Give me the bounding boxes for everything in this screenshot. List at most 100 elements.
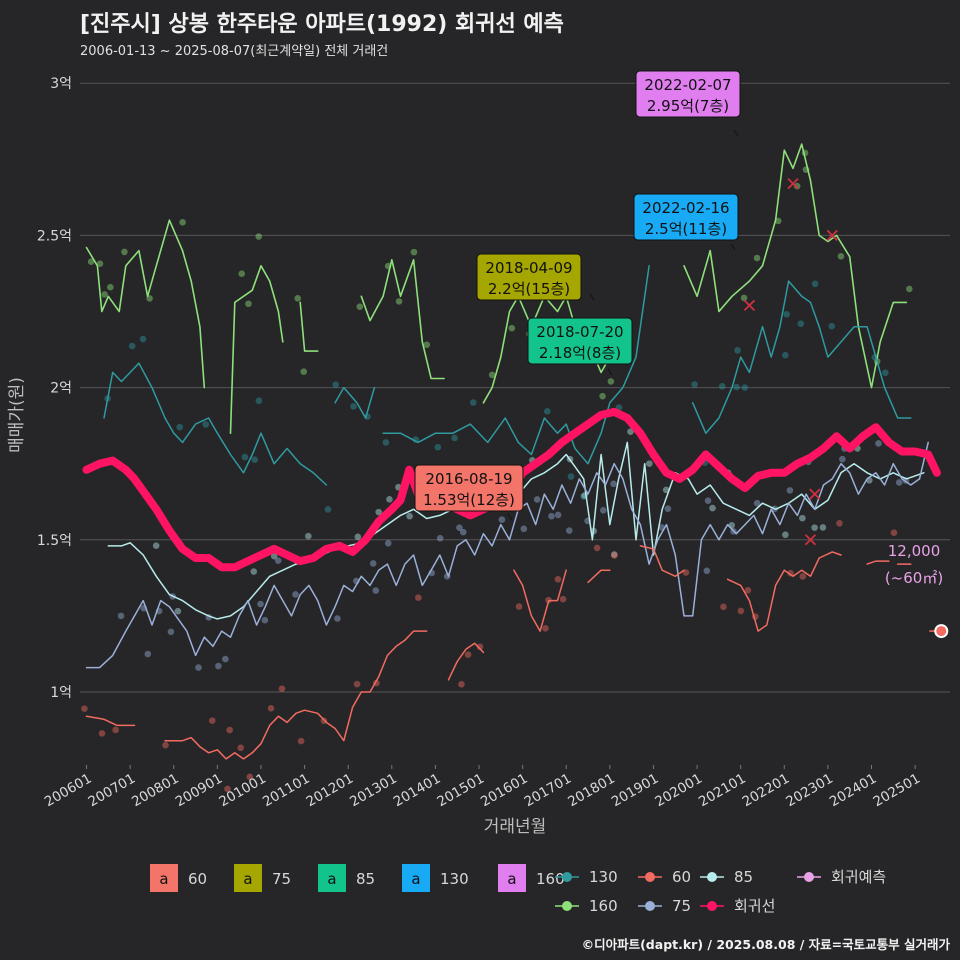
scatter-point xyxy=(305,532,312,540)
legend-line-dot xyxy=(707,872,717,882)
cross-mark-layer xyxy=(743,178,949,639)
axes-layer: 1억1.5억2억2.5억3억20060120070120080120090120… xyxy=(7,76,923,837)
scatter-point xyxy=(375,508,383,516)
scatter-point xyxy=(101,291,108,298)
scatter-point xyxy=(875,440,882,447)
scatter-point xyxy=(839,455,846,463)
y-tick-label: 3억 xyxy=(50,76,72,92)
scatter-point xyxy=(469,399,477,406)
scatter-point xyxy=(782,351,789,359)
page-title: [진주시] 상봉 한주타운 아파트(1992) 회귀선 예측 xyxy=(80,12,564,37)
annotation-leader xyxy=(607,368,613,376)
scatter-point xyxy=(261,616,269,624)
scatter-point xyxy=(704,497,712,504)
scatter-point xyxy=(828,322,836,330)
scatter-point xyxy=(292,591,299,598)
page-subtitle: 2006-01-13 ~ 2025-08-07(최근계약일) 전체 거래건 xyxy=(80,44,389,59)
scatter-point xyxy=(382,439,390,446)
scatter-point xyxy=(222,655,229,663)
x-tick-label: 201401 xyxy=(391,771,444,811)
cross-mark xyxy=(804,534,817,546)
series-line-160 xyxy=(482,295,624,404)
scatter-point xyxy=(270,552,278,560)
scatter-point xyxy=(533,496,541,503)
scatter-point xyxy=(664,505,672,513)
legend-fill-key xyxy=(402,864,430,892)
y-axis-label: 매매가(원) xyxy=(7,377,27,453)
scatter-point xyxy=(774,217,782,225)
scatter-point xyxy=(799,573,807,580)
scatter-point xyxy=(267,705,275,712)
scatter-point xyxy=(386,495,393,503)
scatter-point xyxy=(542,625,549,632)
scatter-point xyxy=(741,384,749,391)
annotation-date: 2018-07-20 xyxy=(536,323,623,341)
scatter-point xyxy=(238,270,246,277)
scatter-point xyxy=(237,744,244,752)
scatter-point xyxy=(783,310,790,318)
scatter-point xyxy=(554,511,562,519)
legend-fill-key xyxy=(234,864,262,892)
scatter-point xyxy=(117,612,125,620)
scatter-point xyxy=(278,685,286,693)
y-tick-label: 1.5억 xyxy=(37,533,72,549)
scatter-point xyxy=(793,182,801,190)
series-line-60 xyxy=(513,569,567,632)
scatter-point xyxy=(241,453,249,461)
scatter-point xyxy=(112,726,119,734)
scatter-point xyxy=(436,534,444,542)
series-line-60 xyxy=(164,630,428,760)
x-tick-label: 201601 xyxy=(478,771,531,811)
scatter-point xyxy=(498,516,506,523)
scatter-point xyxy=(728,521,736,529)
scatter-point xyxy=(890,529,898,537)
forecast-sublabel: (~60㎡) xyxy=(885,569,943,587)
x-tick-label: 202101 xyxy=(696,771,749,811)
scatter-point xyxy=(410,248,418,256)
x-tick-label: 201101 xyxy=(260,771,313,811)
scatter-point xyxy=(246,773,254,781)
series-line-130 xyxy=(334,386,376,419)
annotation-leader xyxy=(733,129,739,137)
x-tick-label: 202001 xyxy=(652,771,705,811)
legend-fill-key xyxy=(150,864,178,892)
x-tick-label: 200801 xyxy=(129,771,182,811)
scatter-point xyxy=(508,324,516,332)
x-tick-label: 202501 xyxy=(870,771,923,811)
scatter-point xyxy=(334,615,341,622)
scatter-point xyxy=(179,218,186,226)
scatter-point xyxy=(476,643,484,651)
series-line-160 xyxy=(683,143,908,389)
legend-fill-glyph: a xyxy=(411,870,420,888)
scatter-point xyxy=(554,575,562,583)
y-tick-label: 2.5억 xyxy=(37,228,72,244)
legend-fill-glyph: a xyxy=(327,870,336,888)
cross-mark xyxy=(826,229,838,242)
scatter-point xyxy=(580,493,587,500)
scatter-point xyxy=(87,258,95,265)
x-tick-label: 201201 xyxy=(304,771,357,811)
scatter-point xyxy=(406,512,413,520)
scatter-point xyxy=(744,587,752,594)
scatter-point xyxy=(176,423,184,431)
scatter-point xyxy=(208,717,216,724)
scatter-point xyxy=(811,524,818,531)
cross-mark xyxy=(787,178,799,190)
scatter-point xyxy=(600,507,607,514)
scatter-point xyxy=(611,552,618,559)
series-line-60 xyxy=(639,545,685,578)
forecast-point xyxy=(934,624,949,639)
scatter-point xyxy=(786,487,794,494)
scatter-point xyxy=(423,341,431,349)
scatter-point xyxy=(121,248,128,256)
legend-line-label: 60 xyxy=(672,868,691,886)
annotation-box xyxy=(527,317,633,365)
annotation-leader xyxy=(507,513,513,521)
y-tick-label: 2억 xyxy=(50,381,72,397)
x-tick-label: 202401 xyxy=(827,771,880,811)
scatter-point xyxy=(737,607,745,615)
cross-mark xyxy=(809,488,821,500)
annotation-leader xyxy=(730,243,736,251)
x-tick-label: 201801 xyxy=(565,771,618,811)
